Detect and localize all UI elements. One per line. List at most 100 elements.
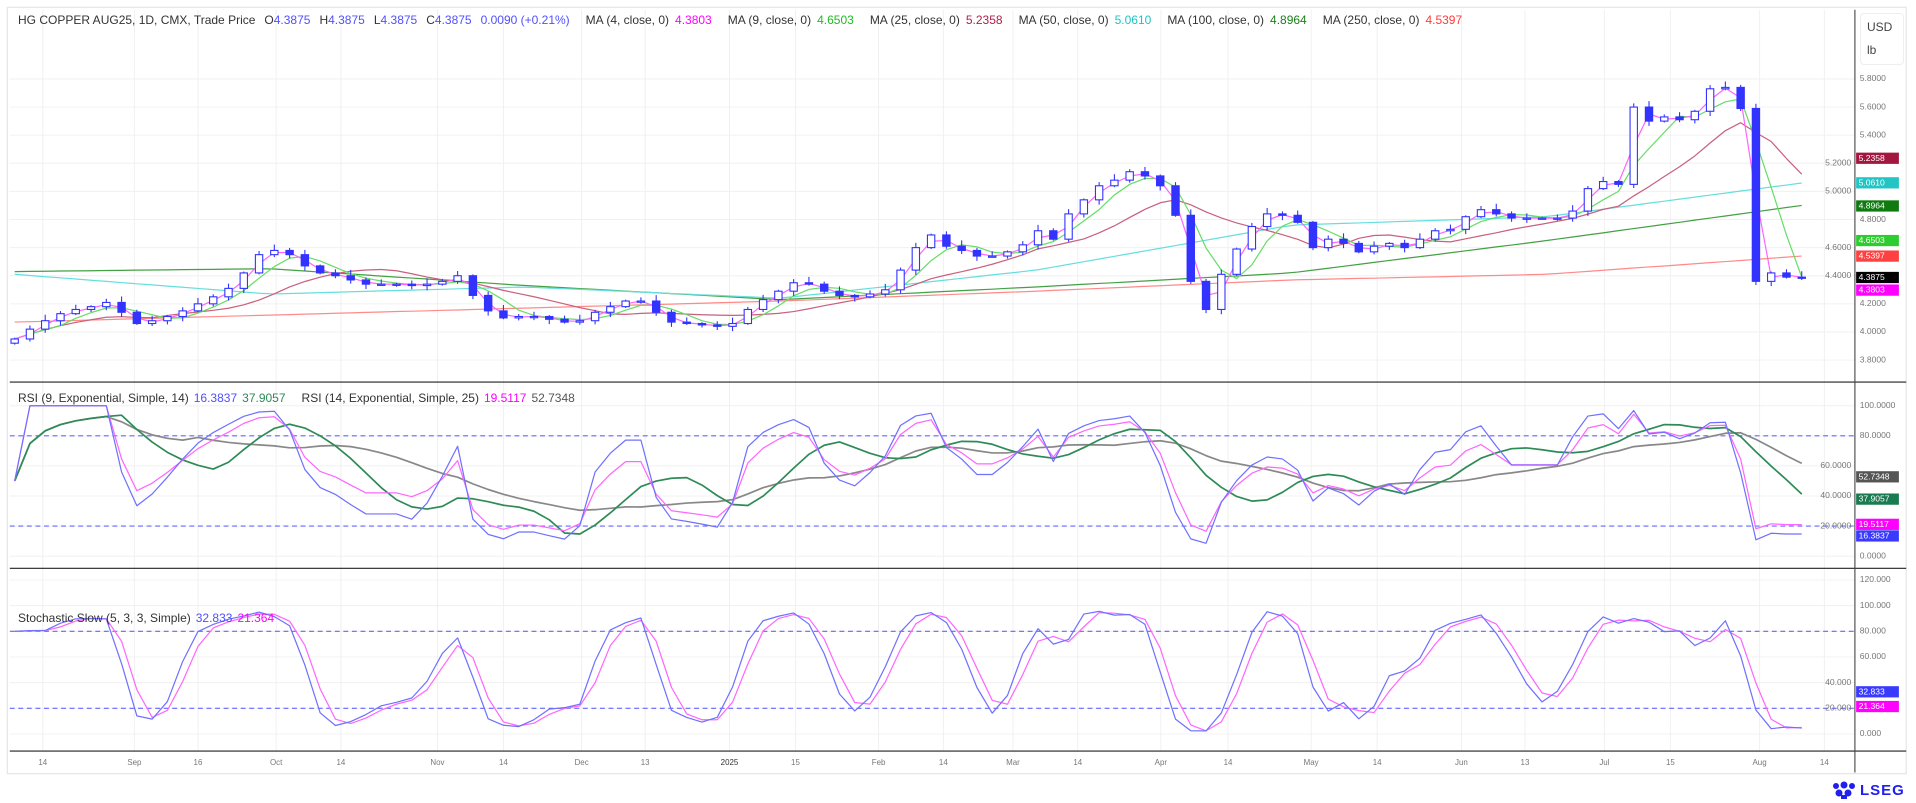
candle: [377, 279, 386, 286]
candle: [819, 281, 829, 294]
time-axis-label: 14: [336, 758, 345, 767]
price-badge-text: 4.3803: [1859, 285, 1885, 295]
rsi-axis-label: 0.0000: [1860, 550, 1886, 560]
time-axis-label: Feb: [872, 758, 886, 767]
ma25-legend[interactable]: MA (25, close, 0) 5.2358: [870, 13, 1003, 27]
candle-body: [1614, 181, 1623, 185]
time-axis-label: Jun: [1455, 758, 1468, 767]
candle: [942, 231, 951, 249]
time-axis-label: 14: [939, 758, 948, 767]
candle: [1064, 209, 1073, 242]
candle-body: [1110, 179, 1119, 187]
time-axis-label: 14: [1820, 758, 1829, 767]
time-axis-label: Nov: [430, 758, 444, 767]
candle-body: [1354, 242, 1364, 253]
candle-body: [529, 315, 539, 319]
time-axis-label: Mar: [1006, 758, 1020, 767]
currency-unit-selector[interactable]: USD lb: [1860, 13, 1904, 65]
currency-label: USD: [1867, 20, 1893, 34]
candle: [315, 264, 325, 275]
candle-body: [147, 320, 157, 325]
candle: [1721, 81, 1730, 91]
time-axis-label: 15: [1666, 758, 1675, 767]
candle-body: [1553, 217, 1562, 220]
rsi14-legend[interactable]: RSI (14, Exponential, Simple, 25) 19.511…: [302, 391, 575, 405]
candle-body: [1644, 106, 1654, 122]
candle: [1110, 174, 1119, 188]
unit-label: lb: [1867, 43, 1877, 57]
candle: [881, 283, 890, 297]
candle: [713, 321, 722, 330]
candle: [682, 317, 691, 325]
candle: [972, 247, 982, 261]
ma100-legend[interactable]: MA (100, close, 0) 4.8964: [1167, 13, 1306, 27]
candle: [392, 282, 401, 287]
rsi-badge-text: 19.5117: [1859, 519, 1890, 529]
candle-body: [1308, 221, 1318, 249]
time-axis-label: 13: [1521, 758, 1530, 767]
candle-body: [651, 300, 661, 313]
candle: [331, 269, 340, 279]
candle: [1736, 84, 1745, 112]
candle: [224, 283, 233, 301]
candle-body: [1492, 209, 1501, 215]
candle: [1430, 228, 1440, 242]
candle-body: [789, 282, 798, 292]
ma9-legend[interactable]: MA (9, close, 0) 4.6503: [728, 13, 854, 27]
stochastic-k-line: [14, 610, 1802, 732]
candle: [1262, 207, 1272, 231]
candle: [117, 296, 126, 318]
price-badge: [1856, 177, 1899, 189]
candle: [483, 291, 493, 316]
candle-body: [1094, 185, 1104, 201]
candle-body: [1766, 272, 1776, 282]
price-axis-label: 4.2000: [1860, 298, 1886, 308]
candle-body: [361, 279, 371, 285]
candle: [1614, 180, 1623, 187]
candle: [1232, 247, 1241, 276]
candle: [1217, 269, 1226, 315]
rsi-value: 16.3837: [193, 391, 238, 405]
candle: [193, 297, 203, 313]
rsi-badge: [1856, 471, 1899, 483]
high-value: 4.3875: [328, 13, 365, 27]
low-label: L: [373, 13, 381, 27]
candle-body: [1537, 217, 1547, 220]
candle-body: [1049, 230, 1058, 240]
ma250-line: [14, 255, 1802, 323]
ma50-legend[interactable]: MA (50, close, 0) 5.0610: [1019, 13, 1152, 27]
ma50-line: [14, 182, 1802, 299]
candle-body: [132, 311, 142, 325]
axes: 5.8000 5.6000 5.4000 5.2000 5.0000 4.8000 4.60…: [38, 73, 1895, 767]
stochastic-axis-label: 0.000: [1860, 728, 1882, 738]
candle-body: [1430, 230, 1440, 240]
candle-body: [1079, 199, 1089, 215]
stochastic-label: Stochastic Slow (5, 3, 3, Simple): [18, 611, 191, 625]
time-axis-label: 14: [1224, 758, 1233, 767]
stochastic-axis-label: 40.000: [1825, 677, 1851, 687]
candle: [575, 314, 585, 325]
candle: [1766, 271, 1776, 287]
symbol-title: HG COPPER AUG25, 1D, CMX, Trade Price: [18, 13, 256, 27]
candle: [1385, 242, 1394, 250]
ma-label: MA (100, close, 0): [1167, 13, 1265, 27]
candle: [1797, 271, 1806, 281]
candle-body: [315, 265, 325, 274]
price-badge: [1856, 152, 1899, 164]
candle: [10, 337, 19, 345]
stochastic-axis-label: 120.000: [1860, 574, 1891, 584]
candle-body: [239, 272, 248, 289]
ma250-legend[interactable]: MA (250, close, 0) 4.5397: [1323, 13, 1462, 27]
ma4-legend[interactable]: MA (4, close, 0) 4.3803: [586, 13, 712, 27]
stochastic-legend[interactable]: Stochastic Slow (5, 3, 3, Simple) 32.833…: [18, 611, 274, 625]
stochastic-badge: [1856, 700, 1899, 713]
candle: [1568, 205, 1577, 222]
rsi9-legend[interactable]: RSI (9, Exponential, Simple, 14) 16.3837…: [18, 391, 286, 405]
value-badges: 5.2358 5.0610 4.8964 4.6503 4.5397 4.3875 4.38…: [1856, 152, 1899, 713]
candle-body: [514, 315, 523, 319]
price-axis-label: 4.0000: [1860, 326, 1886, 336]
candle: [1278, 211, 1287, 221]
moving-averages: [14, 87, 1803, 340]
candle: [1186, 209, 1195, 284]
